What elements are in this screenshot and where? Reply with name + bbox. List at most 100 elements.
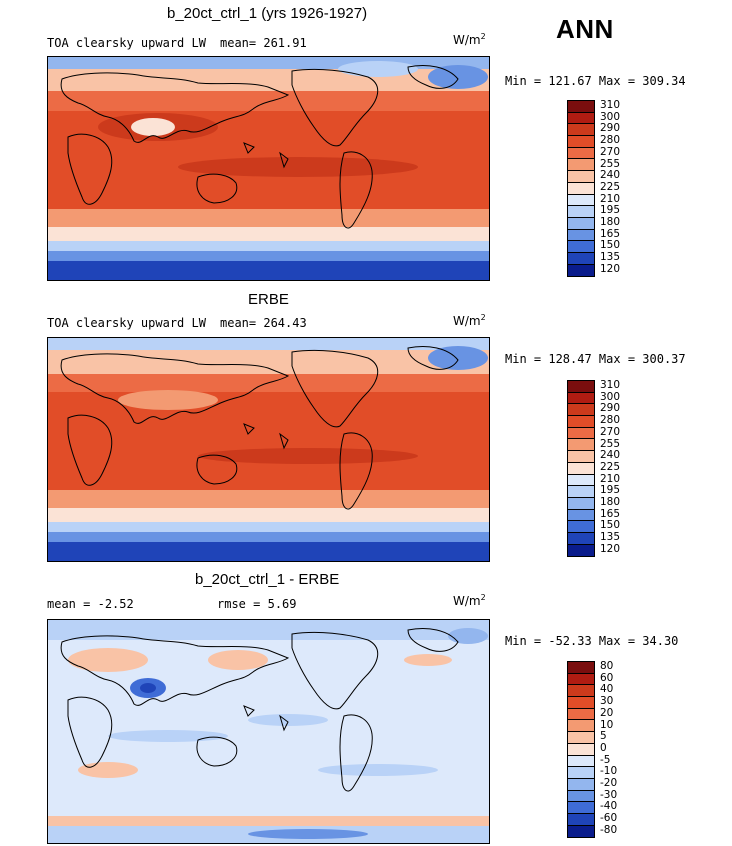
- panel2-variable-label: TOA clearsky upward LW: [47, 316, 206, 330]
- panel1-colorbar-label: 225: [600, 180, 621, 193]
- panel2-mean: mean= 264.43: [220, 316, 307, 330]
- panel2-map: [47, 337, 490, 562]
- panel2-colorbar-label: 280: [600, 414, 621, 427]
- panel2-mean-value: 264.43: [263, 316, 307, 330]
- panel2-units: W/m2: [453, 313, 486, 328]
- panel2-colorbar-label: 195: [600, 484, 621, 497]
- panel1-colorbar-swatch: [568, 136, 594, 148]
- panel2-colorbar: [567, 380, 595, 558]
- panel2-colorbar-label: 300: [600, 390, 621, 403]
- panel2-colorbar-label: 210: [600, 472, 621, 485]
- panel1-units: W/m2: [453, 32, 486, 47]
- panel3-minmax: Min = -52.33 Max = 34.30: [505, 634, 679, 648]
- panel3-colorbar-swatch: [568, 720, 594, 733]
- panel3-map-svg: [48, 620, 489, 843]
- panel2-colorbar-swatch: [568, 439, 594, 452]
- panel2-colorbar-swatch: [568, 462, 594, 475]
- panel2-title: ERBE: [248, 291, 289, 308]
- panel1-colorbar-swatch: [568, 194, 594, 207]
- panel3-rmse-value: 5.69: [267, 597, 297, 611]
- panel2-colorbar-swatch: [568, 497, 594, 510]
- panel1-map: [47, 56, 490, 281]
- panel3-mean-label: mean =: [47, 597, 91, 611]
- panel1-colorbar-label: 210: [600, 192, 621, 205]
- panel1-colorbar-label: 135: [600, 251, 621, 264]
- panel2-colorbar-swatch: [568, 486, 594, 498]
- panel2-colorbar-label: 270: [600, 425, 621, 438]
- panel1-minmax: Min = 121.67 Max = 309.34: [505, 74, 686, 88]
- panel3-colorbar-swatch: [568, 778, 594, 791]
- panel2-colorbar-swatch: [568, 381, 594, 393]
- panel3-colorbar-label: 80: [600, 660, 614, 672]
- panel3-colorbar-label: -10: [600, 765, 618, 778]
- season-label: ANN: [556, 14, 614, 44]
- panel1-colorbar-swatch: [568, 241, 594, 253]
- panel2-colorbar-label: 180: [600, 496, 621, 508]
- panel3-mean: mean = -2.52: [47, 597, 134, 611]
- panel3-colorbar-label: 10: [600, 718, 614, 731]
- panel2-colorbar-label: 120: [600, 542, 621, 555]
- panel1-colorbar-label: 120: [600, 262, 621, 275]
- panel1-colorbar-swatch: [568, 171, 594, 183]
- panel1-colorbar-swatch: [568, 101, 594, 113]
- panel3-colorbar-swatch: [568, 825, 594, 838]
- panel1-colorbar-swatch: [568, 182, 594, 195]
- panel3-colorbar-label: 0: [600, 741, 607, 754]
- panel3-units: W/m2: [453, 593, 486, 608]
- panel2-colorbar-swatch: [568, 521, 594, 533]
- panel3-colorbar-label: 40: [600, 683, 614, 696]
- panel3-colorbar-swatch: [568, 767, 594, 779]
- panel3-colorbar-labels: 80 60 40 30 20 10 5 0 -5 -10 -20 -30 -40 -60 -80: [600, 661, 640, 837]
- panel3-rmse: rmse = 5.69: [217, 597, 297, 611]
- panel2-colorbar-swatch: [568, 509, 594, 522]
- panel2-coastlines: [60, 346, 459, 510]
- panel3-colorbar-label: 30: [600, 695, 614, 708]
- panel1-colorbar-label: 255: [600, 157, 621, 170]
- panel1-colorbar-label: 290: [600, 122, 621, 135]
- panel1-colorbar-label: 150: [600, 239, 621, 252]
- panel3-colorbar-swatch: [568, 673, 594, 686]
- panel1-mean-label: mean=: [220, 36, 257, 50]
- panel2-colorbar-label: 165: [600, 507, 621, 520]
- panel1-colorbar-label: 310: [600, 99, 621, 111]
- panel2-colorbar-label: 135: [600, 531, 621, 544]
- panel2-colorbar-swatch: [568, 427, 594, 440]
- panel2-colorbar-swatch: [568, 392, 594, 405]
- panel1-colorbar-label: 270: [600, 145, 621, 158]
- panel2-colorbar-label: 240: [600, 449, 621, 462]
- panel3-mean-value: -2.52: [97, 597, 134, 611]
- panel2-colorbar-labels: 310 300 290 280 270 255 240 225 210 195 180 165 150 1…: [600, 380, 640, 556]
- panel1-colorbar-label: 240: [600, 169, 621, 182]
- panel1-colorbar-label: 300: [600, 110, 621, 123]
- panel3-colorbar-swatch: [568, 685, 594, 698]
- panel1-mean: mean= 261.91: [220, 36, 307, 50]
- panel1-colorbar-swatch: [568, 229, 594, 242]
- panel3-colorbar-swatch: [568, 743, 594, 756]
- panel3-colorbar-label: -40: [600, 800, 618, 813]
- panel2-colorbar-swatch: [568, 416, 594, 428]
- panel1-colorbar-swatch: [568, 112, 594, 125]
- panel1-colorbar-label: 180: [600, 216, 621, 228]
- panel2-colorbar-swatch: [568, 532, 594, 545]
- panel3-coastlines: [60, 628, 459, 792]
- panel1-variable-label: TOA clearsky upward LW: [47, 36, 206, 50]
- panel3-colorbar-label: -30: [600, 788, 618, 801]
- panel3-colorbar-label: 5: [600, 730, 607, 743]
- panel1-title: b_20ct_ctrl_1 (yrs 1926-1927): [167, 5, 368, 22]
- panel1-map-svg: [48, 57, 489, 280]
- panel3-colorbar-swatch: [568, 790, 594, 803]
- panel1-colorbar-swatch: [568, 206, 594, 218]
- panel1-colorbar-label: 165: [600, 227, 621, 240]
- panel1-colorbar-swatch: [568, 147, 594, 160]
- panel3-colorbar-swatch: [568, 755, 594, 768]
- panel2-colorbar-swatch: [568, 474, 594, 487]
- panel2-colorbar-label: 255: [600, 437, 621, 450]
- panel2-colorbar-label: 310: [600, 379, 621, 391]
- panel1-colorbar-swatch: [568, 159, 594, 172]
- panel3-colorbar-swatch: [568, 802, 594, 814]
- panel1-coastlines: [60, 65, 459, 229]
- panel3-colorbar-label: -60: [600, 812, 618, 825]
- panel2-map-svg: [48, 338, 489, 561]
- panel3-colorbar-label: 60: [600, 671, 614, 684]
- panel2-colorbar-label: 150: [600, 519, 621, 532]
